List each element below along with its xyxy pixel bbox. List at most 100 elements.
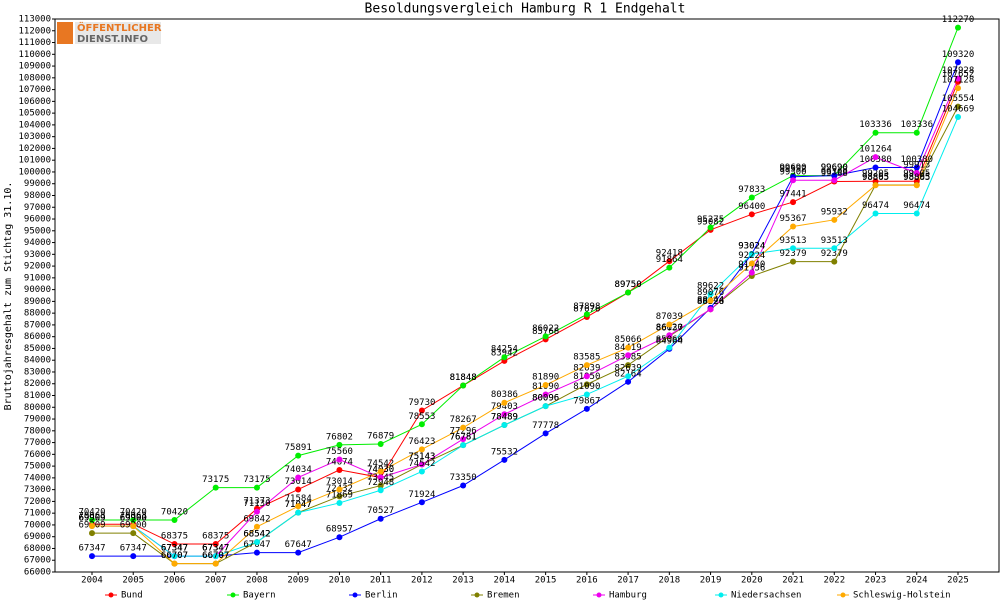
data-label: 71924	[408, 490, 435, 500]
data-label: 104669	[942, 105, 975, 115]
series-line	[92, 62, 959, 557]
data-point	[748, 251, 755, 258]
data-label: 83585	[573, 353, 600, 363]
legend-marker	[108, 592, 114, 598]
data-point	[625, 344, 632, 351]
data-label: 99913	[903, 160, 930, 170]
data-label: 74542	[408, 459, 435, 469]
data-point	[336, 456, 343, 463]
data-point	[872, 129, 879, 136]
data-label: 96474	[903, 201, 930, 211]
data-point	[130, 523, 137, 530]
data-point	[625, 362, 632, 369]
data-label: 93024	[738, 242, 765, 252]
y-tick-label: 91000	[24, 273, 51, 283]
data-label: 67347	[161, 544, 188, 554]
logo: ÖFFENTLICHER DIENST.INFO	[57, 20, 162, 45]
x-tick-label: 2016	[576, 576, 598, 586]
data-label: 72948	[367, 478, 394, 488]
data-point	[171, 516, 178, 523]
data-label: 69900	[120, 514, 147, 524]
data-point	[583, 381, 590, 388]
y-tick-label: 111000	[18, 38, 51, 48]
data-label: 78267	[450, 415, 477, 425]
data-point	[583, 405, 590, 412]
data-point	[171, 560, 178, 567]
y-tick-label: 95000	[24, 226, 51, 236]
y-tick-label: 74000	[24, 473, 51, 483]
data-point	[913, 210, 920, 217]
data-point	[666, 344, 673, 351]
data-label: 101264	[859, 145, 892, 155]
x-tick-label: 2010	[329, 576, 351, 586]
data-point	[666, 332, 673, 339]
data-label: 85768	[532, 327, 559, 337]
data-point	[913, 164, 920, 171]
data-point	[831, 258, 838, 265]
data-point	[913, 182, 920, 189]
x-tick-label: 2004	[81, 576, 103, 586]
data-point	[89, 553, 95, 560]
logo-text: ÖFFENTLICHER	[77, 20, 162, 34]
x-tick-label: 2014	[494, 576, 516, 586]
data-label: 68375	[161, 532, 188, 542]
data-label: 76781	[450, 433, 477, 443]
legend-label: Schleswig-Holstein	[853, 591, 951, 600]
y-tick-label: 77000	[24, 438, 51, 448]
x-tick-label: 2022	[823, 576, 845, 586]
y-tick-label: 106000	[18, 97, 51, 107]
data-point	[872, 154, 879, 161]
y-tick-label: 69000	[24, 532, 51, 542]
data-point	[212, 560, 219, 567]
data-label: 91156	[738, 264, 765, 274]
data-point	[460, 436, 467, 443]
data-point	[831, 245, 838, 252]
data-label: 100380	[901, 155, 934, 165]
data-label: 80386	[491, 390, 518, 400]
data-point	[542, 382, 549, 389]
data-label: 70420	[161, 507, 188, 517]
data-point	[418, 461, 425, 468]
series-line	[91, 87, 959, 565]
chart-title: Besoldungsvergleich Hamburg R 1 Endgehal…	[365, 2, 686, 17]
y-axis-label: Bruttojahresgehalt zum Stichtag 31.10.	[3, 182, 14, 411]
data-label: 79403	[491, 402, 518, 412]
data-point	[377, 468, 384, 475]
data-label: 67347	[78, 544, 105, 554]
data-point	[377, 487, 384, 494]
series-line	[92, 81, 959, 545]
data-label: 76879	[367, 431, 394, 441]
data-label: 107128	[942, 76, 975, 86]
data-label: 67347	[202, 544, 229, 554]
data-label: 67347	[161, 544, 188, 554]
data-point	[913, 129, 920, 136]
data-label: 95082	[697, 217, 724, 227]
data-label: 78553	[408, 412, 435, 422]
data-point	[253, 539, 260, 546]
legend-marker	[474, 592, 480, 598]
data-point	[501, 399, 508, 406]
data-point	[913, 169, 920, 176]
legend-label: Bund	[121, 591, 143, 600]
data-label: 79730	[408, 398, 435, 408]
y-tick-label: 103000	[18, 132, 51, 142]
data-point	[831, 172, 838, 179]
data-label: 73014	[285, 477, 312, 487]
data-point	[707, 291, 714, 298]
data-label: 99300	[821, 168, 848, 178]
data-label: 78489	[491, 413, 518, 423]
x-tick-label: 2006	[164, 576, 186, 586]
data-label: 96474	[862, 201, 889, 211]
data-point	[955, 75, 961, 82]
data-point	[748, 269, 755, 276]
data-point	[336, 441, 343, 448]
data-point	[89, 523, 95, 530]
series-line	[91, 78, 959, 557]
x-tick-label: 2009	[287, 576, 309, 586]
data-label: 81090	[573, 382, 600, 392]
data-label: 99690	[780, 163, 807, 173]
data-point	[212, 484, 219, 491]
y-tick-label: 76000	[24, 450, 51, 460]
data-label: 97441	[780, 190, 807, 200]
